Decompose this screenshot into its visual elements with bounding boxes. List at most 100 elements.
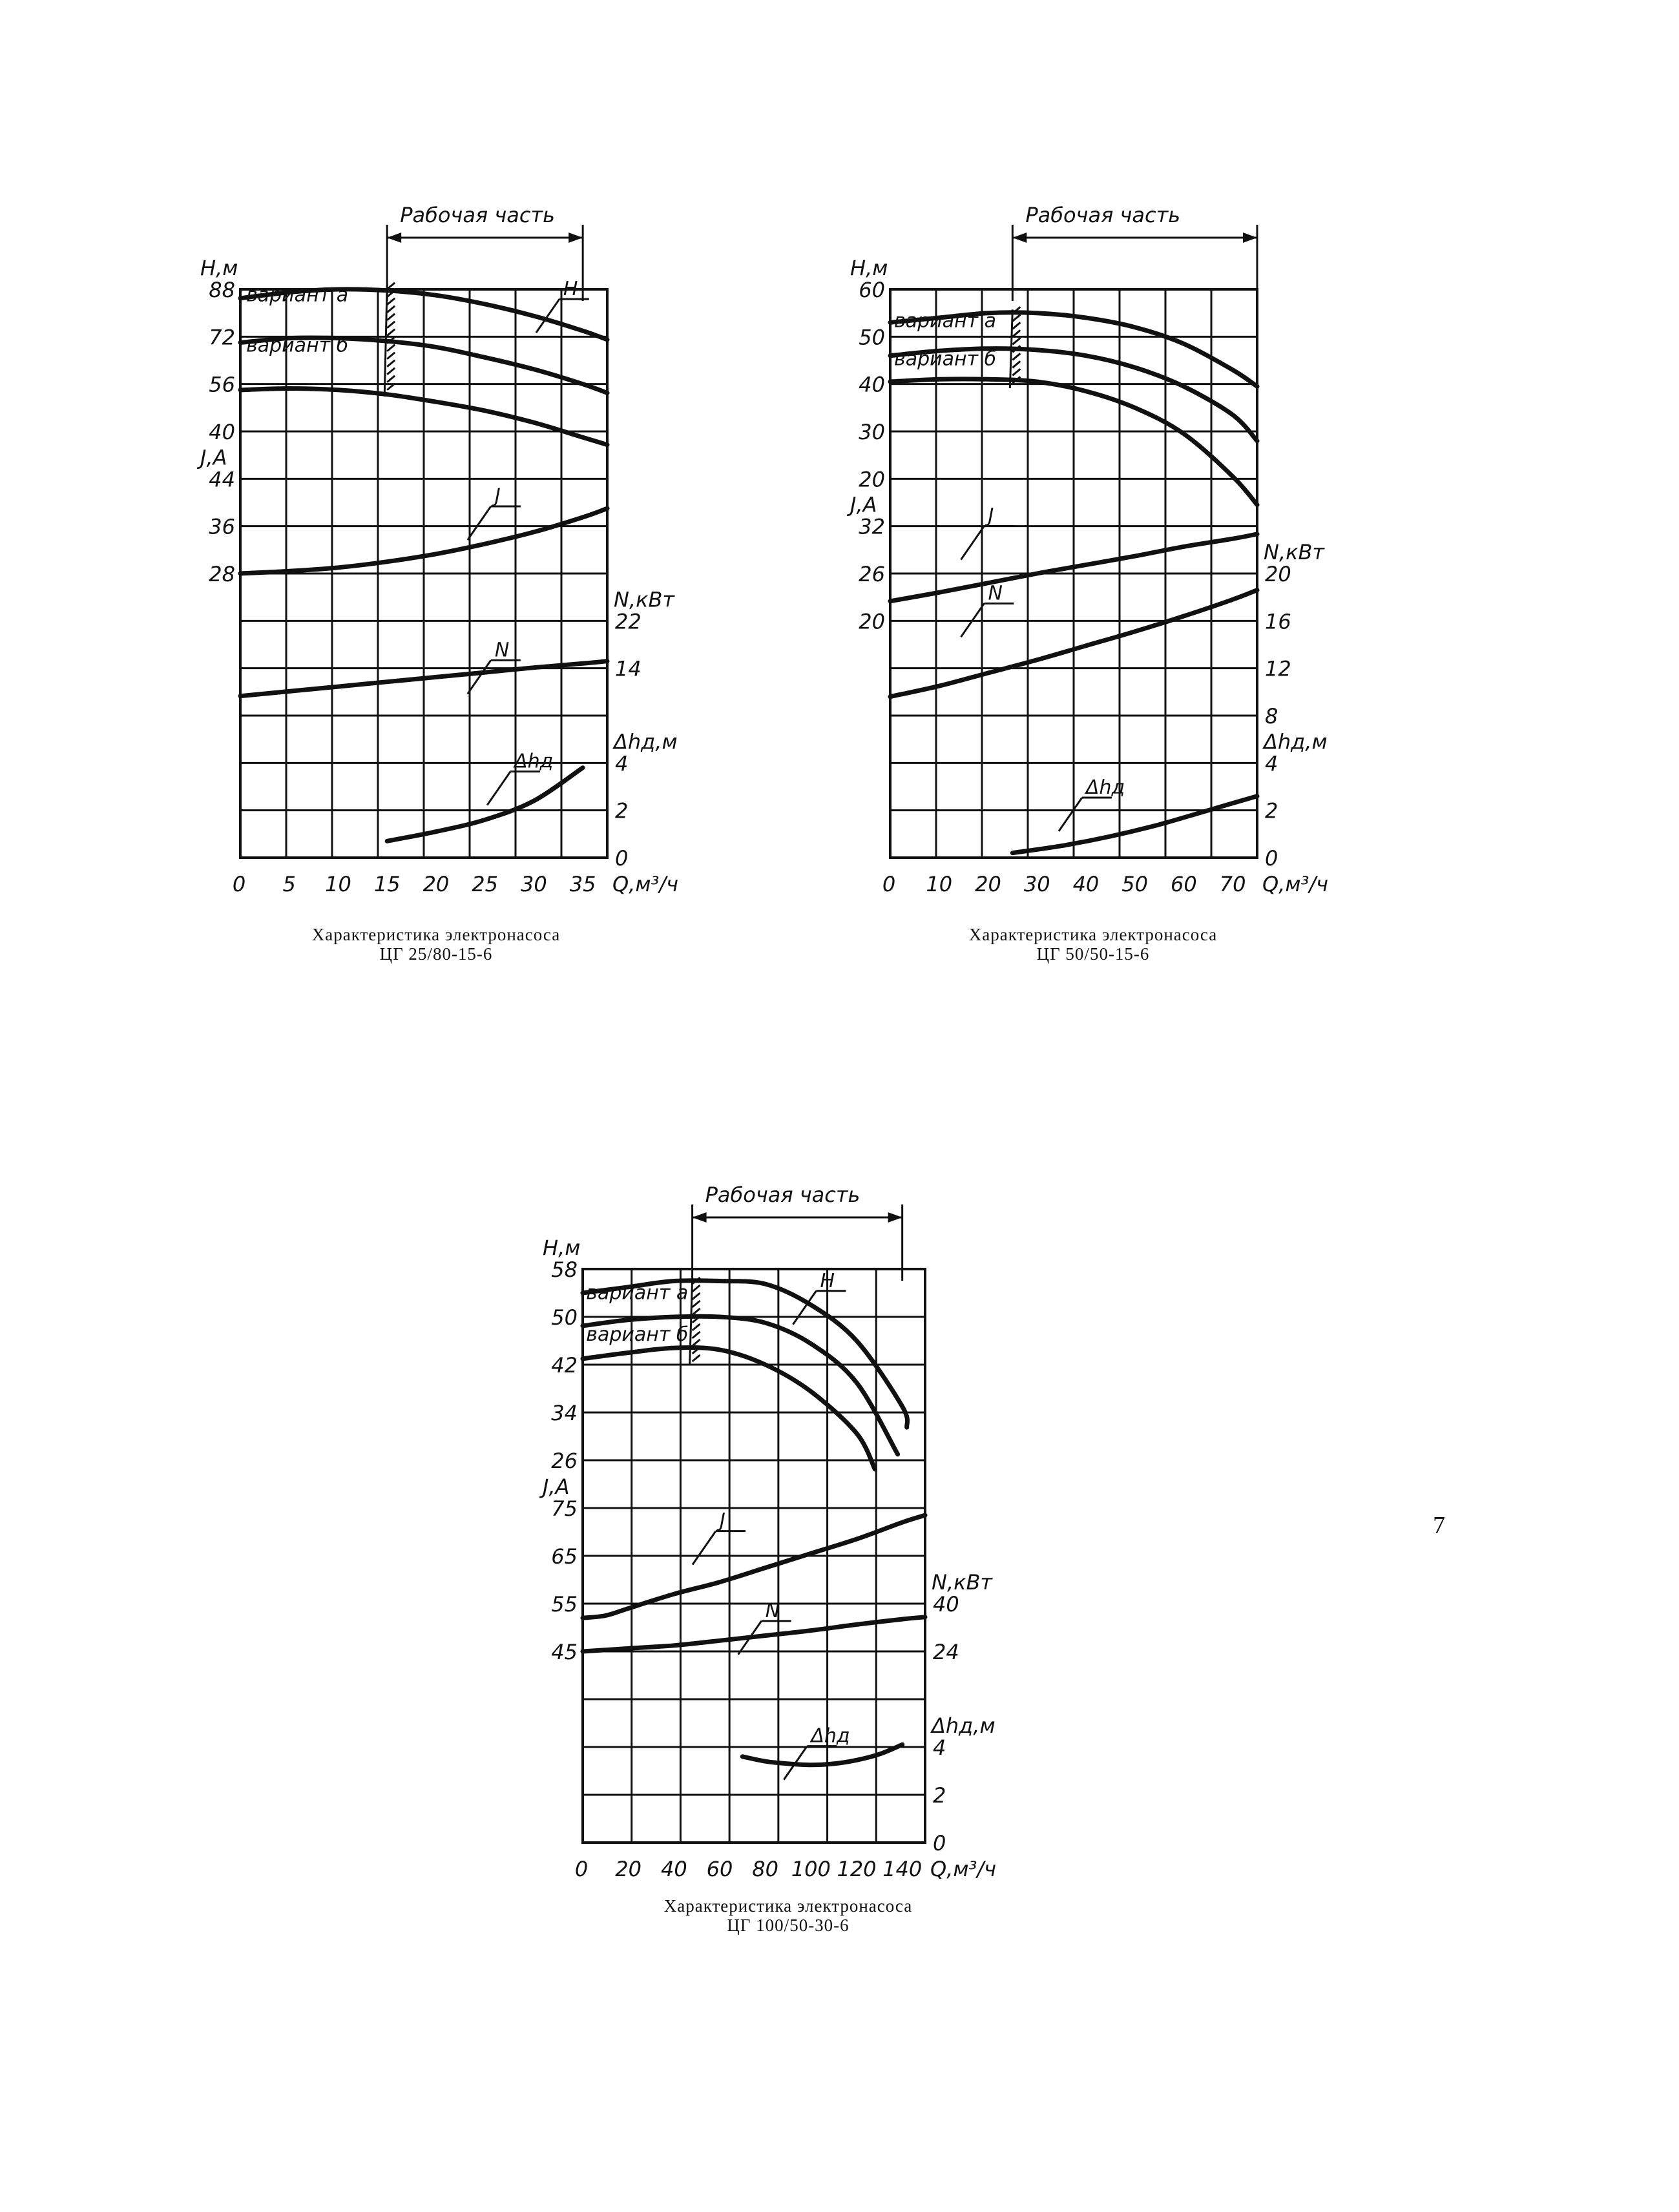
- hatch-mark: [691, 1338, 701, 1347]
- hatch-start: [383, 282, 396, 397]
- label-H-leader: [792, 1290, 817, 1325]
- series-line-h-curve-2: [238, 386, 610, 448]
- hatch-mark: [691, 1284, 701, 1293]
- series-line-J: [580, 1513, 928, 1620]
- y-tick-J: 75: [551, 1496, 578, 1521]
- hatch-line: [1008, 309, 1014, 389]
- y-axis-label-H: Н,м: [850, 256, 888, 280]
- x-tick-label: 20: [423, 872, 450, 896]
- label-variant-b: вариант б: [586, 1323, 688, 1346]
- y-axis-label-N: N,кВт: [1264, 540, 1325, 564]
- work-range-arrow-left: [387, 233, 402, 243]
- hatch-mark: [1012, 322, 1021, 330]
- hatch-mark: [691, 1354, 701, 1363]
- hatch-mark: [386, 344, 396, 352]
- x-tick-label: 40: [661, 1857, 687, 1881]
- work-range-arrow-left: [1012, 233, 1027, 243]
- y-tick-H: 40: [859, 373, 885, 397]
- label-N-leader: [960, 603, 985, 638]
- hatch-mark: [386, 382, 396, 391]
- x-axis-label: Q,м³/ч: [612, 872, 678, 896]
- y-tick-J: 20: [859, 609, 885, 634]
- caption-line-2: ЦГ 100/50-30-6: [727, 1916, 850, 1935]
- y-axis-label-J: J,A: [539, 1474, 570, 1499]
- label-N-leader: [466, 659, 492, 695]
- hatch-mark: [386, 320, 396, 329]
- label-H: Н: [563, 278, 578, 300]
- chart-0: 0 5 10 15 20 25 30 35 Q,м³/ч88725640Н,м443628J,A…: [196, 203, 678, 896]
- y-tick-H: 34: [551, 1401, 578, 1425]
- y-tick-dh: 4: [615, 751, 628, 776]
- hatch-mark: [386, 305, 396, 313]
- y-tick-N: 12: [1265, 657, 1291, 681]
- x-tick-label: 0: [233, 872, 245, 896]
- label-variant-b: вариант б: [246, 334, 348, 357]
- x-tick-label: 10: [926, 872, 952, 896]
- series-line-Δhд: [1010, 794, 1260, 856]
- label-H: Н: [820, 1270, 835, 1292]
- x-tick-label: 60: [1171, 872, 1197, 896]
- y-tick-dh: 4: [1265, 751, 1278, 776]
- label-N: N: [766, 1600, 780, 1622]
- y-tick-dh: 0: [1265, 846, 1278, 871]
- y-axis-label-J: J,A: [196, 445, 227, 470]
- series-line-Δhд: [740, 1742, 905, 1768]
- plot-frame: [889, 288, 1258, 859]
- y-tick-N: 24: [933, 1640, 959, 1664]
- y-tick-H: 26: [551, 1449, 578, 1473]
- y-axis-label-H: Н,м: [543, 1235, 580, 1260]
- hatch-mark: [691, 1330, 701, 1339]
- y-tick-H: 50: [551, 1305, 578, 1330]
- hatch-mark: [691, 1346, 701, 1355]
- series-line-вариант а: [888, 310, 1260, 389]
- series-line-вариант б: [888, 346, 1260, 444]
- series-line-J: [238, 506, 610, 576]
- plot-frame: [581, 1268, 926, 1844]
- work-range-arrow-right: [1243, 233, 1257, 243]
- series-line-N: [238, 659, 610, 699]
- y-tick-H: 56: [209, 373, 235, 397]
- y-tick-J: 55: [551, 1592, 578, 1617]
- y-tick-J: 45: [551, 1640, 578, 1664]
- label-dh: Δhд: [809, 1725, 850, 1748]
- caption-line-1: Характеристика электронасоса: [968, 925, 1218, 944]
- work-range-label: Рабочая часть: [1025, 203, 1180, 227]
- x-axis-label: Q,м³/ч: [1262, 872, 1328, 896]
- series-line-вариант а: [238, 287, 610, 342]
- hatch-mark: [386, 359, 396, 367]
- y-tick-H: 88: [209, 278, 235, 302]
- x-tick-label: 20: [975, 872, 1001, 896]
- hatch-mark: [386, 351, 396, 360]
- x-tick-label: 40: [1073, 872, 1100, 896]
- caption-cg-100-50: Характеристика электронасоса ЦГ 100/50-3…: [562, 1896, 1014, 1935]
- hatch-mark: [691, 1276, 701, 1285]
- hatch-mark: [386, 297, 396, 305]
- x-axis-label: Q,м³/ч: [930, 1857, 996, 1881]
- caption-line-2: ЦГ 50/50-15-6: [1036, 944, 1150, 964]
- y-axis-label-dh: Δhд,м: [612, 729, 678, 754]
- label-variant-a: вариант а: [246, 284, 348, 306]
- hatch-mark: [386, 289, 396, 298]
- y-axis-label-dh: Δhд,м: [930, 1713, 996, 1738]
- y-tick-J: 32: [859, 515, 885, 539]
- hatch-mark: [691, 1299, 701, 1308]
- label-J-leader: [466, 506, 492, 541]
- y-tick-dh: 2: [615, 799, 628, 823]
- series-line-вариант б: [580, 1314, 901, 1457]
- x-tick-label: 50: [1121, 872, 1148, 896]
- hatch-start: [689, 1276, 701, 1365]
- y-axis-label-N: N,кВт: [932, 1570, 993, 1595]
- label-J: J: [985, 505, 994, 528]
- chart-2: 0 20 40 60 80 100 120 140 Q,м³/ч5850423426Н,м756…: [539, 1183, 996, 1881]
- y-tick-N: 22: [615, 609, 641, 634]
- caption-line-1: Характеристика электронасоса: [311, 925, 561, 944]
- label-dh-leader: [486, 770, 512, 806]
- label-dh: Δhд: [513, 750, 553, 773]
- y-tick-J: 44: [209, 467, 235, 491]
- hatch-mark: [1012, 306, 1021, 315]
- y-tick-dh: 0: [933, 1831, 946, 1855]
- hatch-mark: [386, 336, 396, 344]
- hatch-mark: [386, 367, 396, 375]
- hatch-mark: [1012, 376, 1021, 384]
- y-tick-dh: 2: [1265, 799, 1278, 823]
